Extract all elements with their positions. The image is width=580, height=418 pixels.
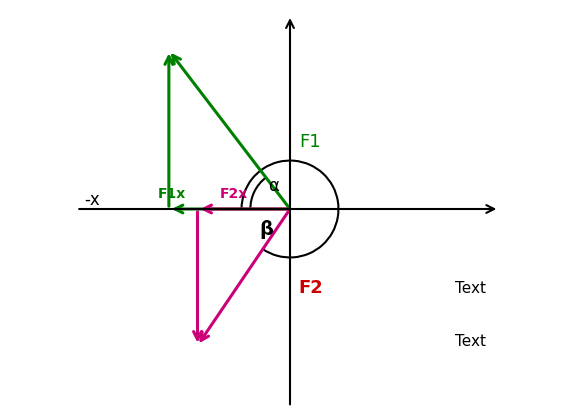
Text: F1: F1	[299, 133, 320, 151]
Text: F1x: F1x	[158, 187, 186, 201]
Text: α: α	[268, 177, 279, 195]
Text: F2x: F2x	[219, 187, 248, 201]
Text: -x: -x	[84, 191, 100, 209]
Text: Text: Text	[455, 334, 486, 349]
Text: F2: F2	[299, 279, 324, 297]
Text: β: β	[259, 220, 273, 240]
Text: Text: Text	[455, 281, 486, 296]
